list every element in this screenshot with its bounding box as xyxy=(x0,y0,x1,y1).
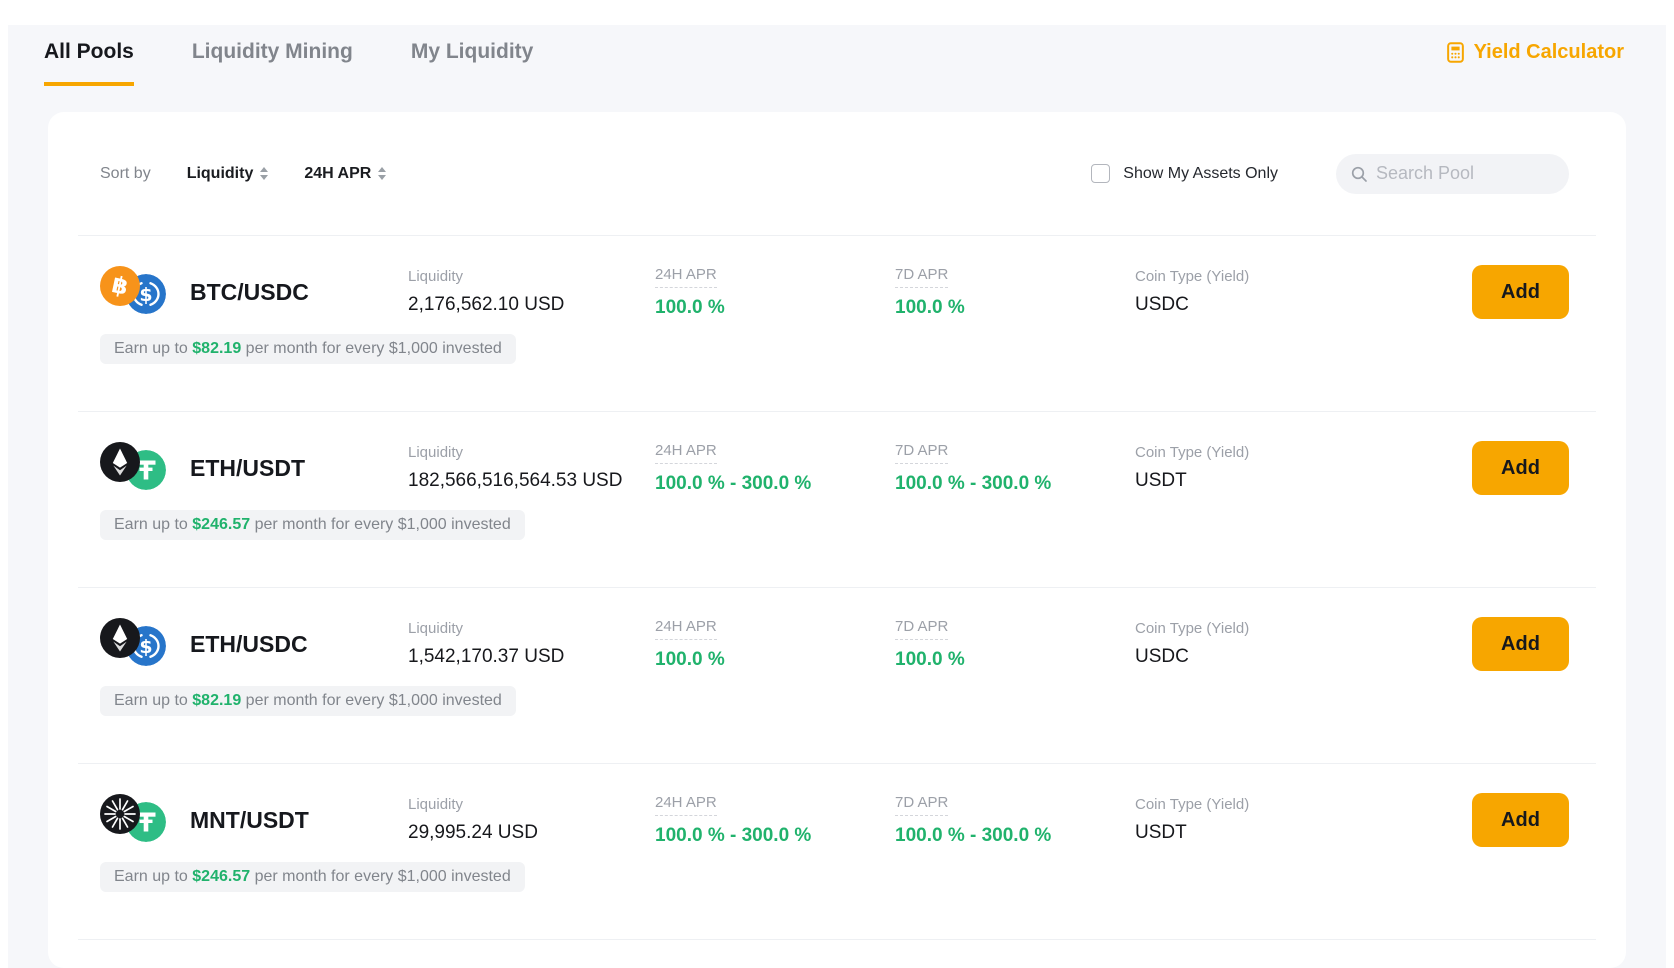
tab-liquidity-mining[interactable]: Liquidity Mining xyxy=(191,40,353,63)
sort-option-24h-apr-label: 24H APR xyxy=(304,164,372,182)
apr-24h-value: 100.0 % - 300.0 % xyxy=(655,472,812,494)
coin-type-value: USDT xyxy=(1135,822,1187,843)
pools-page: All Pools Liquidity Mining My Liquidity … xyxy=(8,25,1666,968)
tab-all-pools[interactable]: All Pools xyxy=(44,38,134,86)
earn-amount: $246.57 xyxy=(192,868,251,885)
coin-type-label: Coin Type (Yield) xyxy=(1135,268,1250,285)
coin-type-label: Coin Type (Yield) xyxy=(1135,444,1250,461)
liquidity-value: 29,995.24 USD xyxy=(408,822,538,843)
divider xyxy=(78,235,1596,236)
coin-pair-icons xyxy=(100,440,190,496)
mnt-icon xyxy=(100,794,140,834)
eth-icon xyxy=(100,442,140,482)
pool-row-btc-usdc[interactable]: BTC/USDC Liquidity 2,176,562.10 USD 24H A… xyxy=(48,236,1626,411)
show-my-assets-label[interactable]: Show My Assets Only xyxy=(1123,164,1278,182)
tab-bar: All Pools Liquidity Mining My Liquidity … xyxy=(8,25,1666,86)
liquidity-label: Liquidity xyxy=(408,444,464,461)
apr-7d-value: 100.0 % - 300.0 % xyxy=(895,472,1052,494)
apr-7d-label[interactable]: 7D APR xyxy=(895,618,949,640)
earn-estimate-badge: Earn up to $82.19 per month for every $1… xyxy=(100,686,516,716)
apr-7d-value: 100.0 % - 300.0 % xyxy=(895,824,1052,846)
coin-type-value: USDT xyxy=(1135,470,1187,491)
earn-estimate-badge: Earn up to $82.19 per month for every $1… xyxy=(100,334,516,364)
sort-arrows-icon xyxy=(378,167,387,180)
search-pool-input[interactable] xyxy=(1376,163,1555,184)
apr-24h-label[interactable]: 24H APR xyxy=(655,618,717,640)
earn-amount: $246.57 xyxy=(192,516,251,533)
pool-pair-name: BTC/USDC xyxy=(190,278,309,305)
apr-24h-value: 100.0 % xyxy=(655,296,725,318)
apr-7d-label[interactable]: 7D APR xyxy=(895,266,949,288)
coin-pair-icons xyxy=(100,792,190,848)
yield-calculator-label: Yield Calculator xyxy=(1473,41,1624,63)
earn-amount: $82.19 xyxy=(192,340,242,357)
sort-option-24h-apr[interactable]: 24H APR xyxy=(304,164,387,183)
pool-row-eth-usdc[interactable]: ETH/USDC Liquidity 1,542,170.37 USD 24H A… xyxy=(48,588,1626,763)
pools-card: Sort by Liquidity 24H APR Show My Assets… xyxy=(48,112,1626,968)
add-button[interactable]: Add xyxy=(1472,793,1569,847)
coin-type-value: USDC xyxy=(1135,646,1189,667)
liquidity-value: 1,542,170.37 USD xyxy=(408,646,565,667)
add-button[interactable]: Add xyxy=(1472,617,1569,671)
divider xyxy=(78,763,1596,764)
earn-estimate-badge: Earn up to $246.57 per month for every $… xyxy=(100,510,525,540)
pool-pair-name: ETH/USDC xyxy=(190,630,308,657)
show-my-assets-checkbox[interactable] xyxy=(1091,164,1111,183)
liquidity-label: Liquidity xyxy=(408,620,464,637)
earn-estimate-badge: Earn up to $246.57 per month for every $… xyxy=(100,862,525,892)
add-button[interactable]: Add xyxy=(1472,265,1569,319)
sort-arrows-icon xyxy=(260,167,269,180)
apr-7d-label[interactable]: 7D APR xyxy=(895,794,949,816)
coin-type-label: Coin Type (Yield) xyxy=(1135,796,1250,813)
sort-by-label: Sort by xyxy=(100,164,151,182)
apr-24h-label[interactable]: 24H APR xyxy=(655,442,717,464)
eth-icon xyxy=(100,618,140,658)
pools-toolbar: Sort by Liquidity 24H APR Show My Assets… xyxy=(48,112,1626,235)
sort-option-liquidity[interactable]: Liquidity xyxy=(187,165,269,183)
search-pool-box[interactable] xyxy=(1336,153,1569,194)
pool-row-eth-usdt[interactable]: ETH/USDT Liquidity 182,566,516,564.53 USD… xyxy=(48,412,1626,587)
liquidity-value: 182,566,516,564.53 USD xyxy=(408,470,623,491)
yield-calculator-link[interactable]: Yield Calculator xyxy=(1445,38,1624,64)
apr-24h-label[interactable]: 24H APR xyxy=(655,794,717,816)
coin-type-label: Coin Type (Yield) xyxy=(1135,620,1250,637)
coin-type-value: USDC xyxy=(1135,294,1189,315)
apr-24h-label[interactable]: 24H APR xyxy=(655,266,717,288)
divider xyxy=(78,411,1596,412)
search-icon xyxy=(1350,165,1368,183)
btc-icon xyxy=(100,266,140,306)
add-button[interactable]: Add xyxy=(1472,441,1569,495)
apr-24h-value: 100.0 % xyxy=(655,648,725,670)
apr-7d-value: 100.0 % xyxy=(895,296,965,318)
coin-pair-icons xyxy=(100,264,190,320)
liquidity-label: Liquidity xyxy=(408,796,464,813)
pool-pair-name: MNT/USDT xyxy=(190,806,309,833)
apr-24h-value: 100.0 % - 300.0 % xyxy=(655,824,812,846)
sort-option-liquidity-label: Liquidity xyxy=(186,164,254,182)
liquidity-value: 2,176,562.10 USD xyxy=(408,294,565,315)
pool-row-mnt-usdt[interactable]: MNT/USDT Liquidity 29,995.24 USD 24H APR 1… xyxy=(48,764,1626,939)
earn-amount: $82.19 xyxy=(192,692,242,709)
liquidity-label: Liquidity xyxy=(408,268,464,285)
pool-pair-name: ETH/USDT xyxy=(190,454,305,481)
calculator-icon xyxy=(1445,42,1466,63)
divider xyxy=(78,939,1596,940)
apr-7d-label[interactable]: 7D APR xyxy=(895,442,949,464)
divider xyxy=(78,587,1596,588)
tab-my-liquidity[interactable]: My Liquidity xyxy=(410,40,534,63)
coin-pair-icons xyxy=(100,616,190,672)
apr-7d-value: 100.0 % xyxy=(895,648,965,670)
